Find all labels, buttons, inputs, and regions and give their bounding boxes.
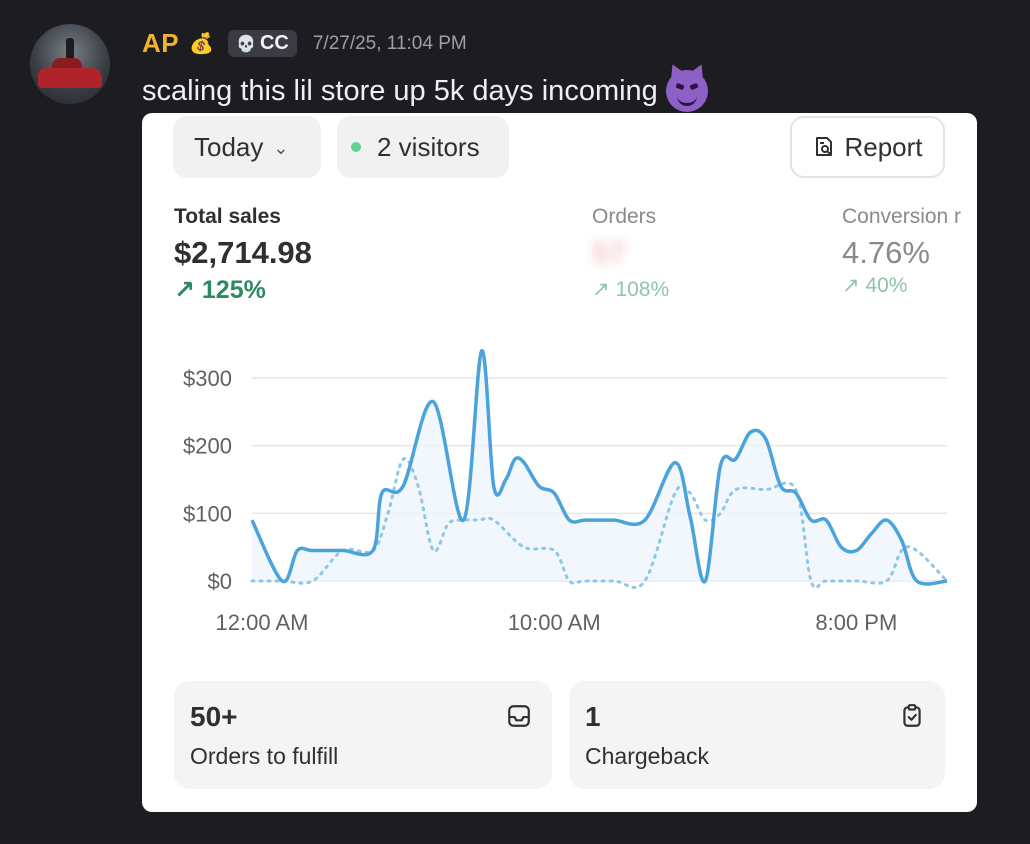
smiling-imp-icon [665, 70, 708, 112]
trend-up-icon: ↗ [174, 276, 195, 304]
metric-delta: ↗ 108% [592, 278, 670, 301]
chevron-down-icon: ⌄ [273, 137, 289, 158]
money-bag-icon: 💰 [189, 33, 215, 55]
avatar-figure [66, 38, 74, 60]
tile-label: Chargeback [585, 743, 710, 769]
metric-conversion[interactable]: Conversion r 4.76% ↗ 40% [842, 205, 977, 298]
trend-up-icon: ↗ [592, 278, 610, 301]
sales-series-line [250, 349, 948, 586]
report-label: Report [844, 131, 923, 162]
tile-label: Orders to fulfill [190, 743, 339, 769]
sales-chart[interactable]: $0 $100 $200 $300 12:00 AM 10:00 AM 8:00 PM [142, 338, 977, 638]
metric-total-sales[interactable]: Total sales $2,714.98 ↗ 125% [174, 205, 312, 305]
comparison-series-line [250, 456, 949, 590]
server-tag[interactable]: 💀 CC [228, 30, 297, 57]
message-header: AP 💰 💀 CC 7/27/25, 11:04 PM [142, 28, 467, 59]
metric-label: Orders [592, 205, 657, 228]
y-tick-label: $100 [183, 501, 232, 526]
metric-label: Total sales [174, 205, 281, 228]
y-tick-label: $0 [208, 569, 232, 594]
inbox-icon [508, 705, 530, 727]
report-button[interactable]: Report [790, 116, 945, 178]
metric-label: Conversion r [842, 205, 962, 228]
username[interactable]: AP [142, 28, 180, 58]
visitors-label: 2 visitors [377, 131, 480, 162]
orders-to-fulfill-tile[interactable]: 50+ Orders to fulfill [174, 681, 552, 789]
trend-up-icon: ↗ [842, 274, 860, 297]
x-tick-label: 8:00 PM [815, 610, 897, 635]
tile-number: 50+ [190, 701, 238, 732]
metric-orders[interactable]: Orders 57 ↗ 108% [592, 205, 669, 302]
server-tag-label: CC [259, 32, 289, 54]
avatar-car [38, 68, 102, 88]
date-filter-dropdown[interactable]: Today ⌄ [173, 116, 321, 178]
attached-screenshot[interactable]: Today ⌄ 2 visitors Report Total sales $2… [142, 113, 977, 812]
chargeback-tile[interactable]: 1 Chargeback [569, 681, 945, 789]
y-tick-label: $300 [183, 366, 232, 391]
y-tick-label: $200 [183, 434, 232, 459]
metric-delta: ↗ 125% [174, 276, 266, 304]
metric-value-blurred: 57 [592, 235, 627, 270]
report-icon [816, 137, 833, 156]
user-avatar[interactable] [30, 24, 110, 104]
x-tick-label: 12:00 AM [216, 610, 309, 635]
date-filter-label: Today [194, 131, 264, 162]
metric-value: 4.76% [842, 235, 930, 270]
metric-delta: ↗ 40% [842, 274, 908, 297]
message-body: scaling this lil store up 5k days incomi… [142, 70, 708, 112]
clipboard-check-icon [903, 704, 921, 727]
metric-value: $2,714.98 [174, 235, 312, 270]
x-tick-label: 10:00 AM [508, 610, 601, 635]
tile-number: 1 [585, 701, 601, 732]
skull-icon: 💀 [236, 35, 256, 53]
message-text: scaling this lil store up 5k days incomi… [142, 74, 658, 107]
live-dot-icon [351, 142, 361, 152]
message-timestamp: 7/27/25, 11:04 PM [312, 32, 467, 54]
live-visitors-pill[interactable]: 2 visitors [337, 116, 509, 178]
